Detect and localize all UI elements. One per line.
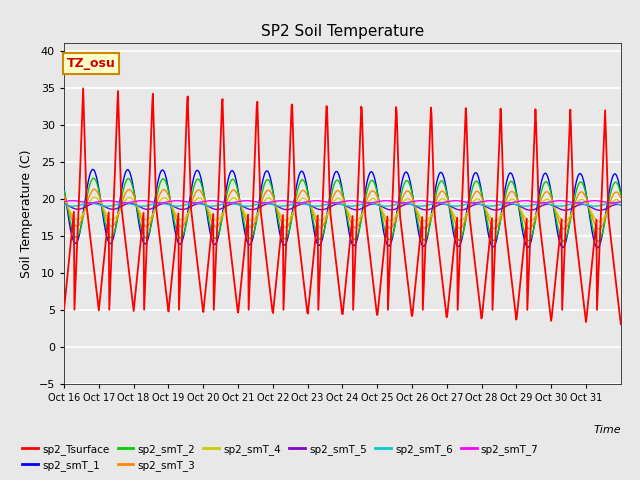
sp2_smT_3	[595, 226, 603, 232]
sp2_smT_1	[89, 167, 97, 172]
sp2_smT_6	[608, 200, 616, 206]
sp2_smT_3	[589, 218, 597, 224]
sp2_smT_3	[60, 192, 68, 198]
sp2_smT_7	[617, 199, 625, 204]
sp2_smT_5	[164, 201, 172, 207]
sp2_Tsurface	[79, 85, 87, 91]
sp2_smT_3	[292, 202, 300, 207]
sp2_smT_7	[589, 198, 597, 204]
sp2_smT_6	[388, 203, 396, 208]
sp2_smT_5	[589, 205, 597, 211]
sp2_smT_6	[69, 204, 77, 209]
sp2_smT_1	[599, 229, 607, 235]
sp2_smT_5	[599, 207, 607, 213]
sp2_smT_6	[292, 201, 300, 206]
sp2_smT_2	[60, 187, 68, 193]
sp2_smT_7	[292, 200, 300, 205]
sp2_smT_5	[388, 207, 396, 213]
sp2_smT_4	[164, 197, 172, 203]
sp2_smT_6	[589, 203, 597, 209]
sp2_smT_1	[388, 234, 396, 240]
sp2_smT_6	[164, 202, 172, 207]
sp2_smT_6	[598, 202, 606, 208]
sp2_smT_1	[164, 184, 172, 190]
sp2_smT_3	[617, 195, 625, 201]
sp2_Tsurface	[388, 195, 396, 201]
sp2_smT_5	[87, 202, 95, 207]
sp2_smT_4	[60, 197, 68, 203]
Line: sp2_smT_6: sp2_smT_6	[64, 203, 621, 206]
sp2_smT_4	[292, 204, 300, 210]
sp2_smT_7	[164, 199, 172, 205]
sp2_smT_2	[90, 175, 97, 181]
sp2_smT_5	[292, 204, 300, 209]
sp2_smT_3	[90, 186, 98, 192]
sp2_smT_2	[595, 239, 602, 244]
sp2_smT_2	[589, 228, 597, 234]
sp2_smT_1	[292, 188, 300, 194]
Line: sp2_smT_4: sp2_smT_4	[64, 197, 621, 222]
sp2_smT_5	[596, 207, 604, 213]
sp2_Tsurface	[292, 211, 300, 216]
sp2_smT_2	[87, 179, 95, 185]
sp2_smT_7	[69, 198, 77, 204]
Line: sp2_smT_3: sp2_smT_3	[64, 189, 621, 229]
Line: sp2_smT_5: sp2_smT_5	[64, 204, 621, 210]
sp2_Tsurface	[589, 246, 597, 252]
sp2_Tsurface	[88, 243, 95, 249]
sp2_smT_2	[164, 186, 172, 192]
sp2_smT_1	[87, 169, 95, 175]
sp2_smT_6	[617, 202, 625, 207]
sp2_Tsurface	[598, 180, 606, 186]
sp2_smT_4	[589, 213, 597, 219]
sp2_smT_3	[388, 223, 396, 229]
sp2_smT_7	[60, 199, 68, 204]
sp2_Tsurface	[617, 321, 625, 327]
sp2_Tsurface	[60, 307, 68, 313]
sp2_smT_5	[60, 201, 68, 207]
sp2_smT_1	[589, 236, 597, 241]
sp2_smT_6	[60, 202, 68, 207]
sp2_smT_2	[292, 196, 300, 202]
sp2_smT_7	[388, 198, 396, 204]
Text: TZ_osu: TZ_osu	[67, 57, 116, 70]
sp2_smT_4	[617, 200, 625, 205]
sp2_smT_4	[87, 197, 95, 203]
sp2_smT_5	[92, 201, 99, 206]
Line: sp2_smT_1: sp2_smT_1	[64, 169, 621, 248]
Text: Time: Time	[593, 425, 621, 435]
sp2_smT_7	[608, 200, 616, 206]
sp2_smT_2	[617, 192, 625, 197]
sp2_smT_2	[599, 228, 607, 234]
sp2_smT_7	[88, 200, 95, 206]
sp2_smT_1	[617, 190, 625, 196]
sp2_smT_5	[617, 202, 625, 208]
Y-axis label: Soil Temperature (C): Soil Temperature (C)	[20, 149, 33, 278]
Title: SP2 Soil Temperature: SP2 Soil Temperature	[260, 24, 424, 39]
sp2_smT_3	[599, 222, 607, 228]
sp2_smT_4	[599, 216, 607, 222]
sp2_Tsurface	[164, 305, 172, 311]
sp2_smT_2	[388, 232, 396, 238]
sp2_smT_4	[388, 217, 396, 223]
Legend: sp2_Tsurface, sp2_smT_1, sp2_smT_2, sp2_smT_3, sp2_smT_4, sp2_smT_5, sp2_smT_6, : sp2_Tsurface, sp2_smT_1, sp2_smT_2, sp2_…	[18, 439, 543, 475]
sp2_smT_3	[164, 192, 172, 197]
sp2_smT_4	[595, 219, 603, 225]
Line: sp2_smT_7: sp2_smT_7	[64, 201, 621, 203]
sp2_smT_1	[60, 185, 68, 191]
Line: sp2_smT_2: sp2_smT_2	[64, 178, 621, 241]
sp2_smT_6	[88, 200, 95, 206]
sp2_smT_4	[91, 194, 99, 200]
sp2_smT_7	[598, 199, 606, 204]
sp2_smT_1	[594, 245, 602, 251]
Line: sp2_Tsurface: sp2_Tsurface	[64, 88, 621, 324]
sp2_smT_3	[87, 190, 95, 196]
